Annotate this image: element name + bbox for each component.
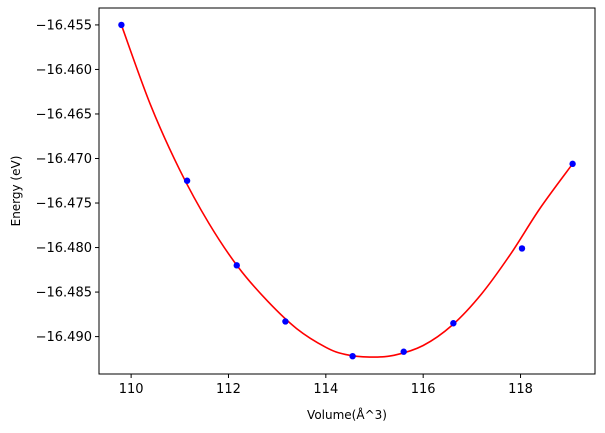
data-point [349,352,356,360]
fit-curve-line [120,24,574,358]
data-point [518,245,526,252]
data-point [400,348,407,355]
data-point [183,177,191,184]
y-tick-label: −16.480 [36,241,92,256]
x-axis: 110 112 114 116 118 [119,374,533,397]
y-tick-label: −16.475 [36,197,92,212]
data-point [118,21,125,29]
x-tick-label: 114 [313,382,338,397]
data-point [450,320,457,327]
x-tick-label: 112 [216,382,241,397]
x-tick-label: 110 [119,382,144,397]
y-tick-label: −16.485 [36,286,92,301]
y-axis-label: Energy (eV) [9,156,23,227]
y-tick-label: −16.470 [36,152,92,167]
data-point [233,262,240,269]
y-tick-label: −16.490 [36,330,92,345]
x-axis-label: Volume(Å^3) [307,407,387,422]
axes-frame [98,7,596,375]
y-axis: −16.455 −16.460 −16.465 −16.470 −16.475 −16.4… [36,18,99,345]
y-tick-label: −16.465 [36,107,92,122]
x-tick-label: 118 [508,382,533,397]
data-point [569,160,576,168]
plot-area [118,21,576,360]
y-tick-label: −16.455 [36,18,92,33]
y-tick-label: −16.460 [36,63,92,78]
data-point [282,318,289,325]
x-tick-label: 116 [411,382,436,397]
